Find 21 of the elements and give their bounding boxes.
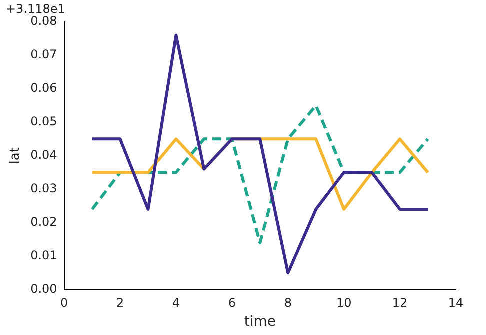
text: +3.118e1 [6, 2, 66, 16]
line-series [90, 104, 430, 244]
x-tick-label: 2 [116, 296, 124, 310]
y-tick-label: 0.06 [30, 81, 58, 96]
y-tick-label: 0.00 [30, 282, 58, 296]
x-tick-label: 14 [448, 296, 464, 310]
y-tick-label: 0.03 [30, 182, 58, 196]
y-tick-label: 0.01 [30, 248, 58, 262]
y-axis-title: lat [8, 148, 24, 164]
x-tick-label: 12 [392, 296, 408, 310]
y-tick-label: 0.08 [30, 14, 58, 28]
x-tick-label: 0 [60, 296, 68, 310]
y-tick-label: 0.04 [30, 148, 58, 162]
y-tick-label: 0.05 [30, 114, 58, 129]
x-tick-label: 8 [284, 296, 292, 310]
x-tick-label: 4 [172, 296, 180, 310]
x-axis-title: time [244, 314, 276, 330]
x-tick-label: 6 [228, 296, 236, 310]
x-tick-label: 10 [336, 296, 352, 310]
y-tick-label: 0.02 [30, 214, 58, 229]
y-tick-label: 0.07 [30, 48, 58, 62]
